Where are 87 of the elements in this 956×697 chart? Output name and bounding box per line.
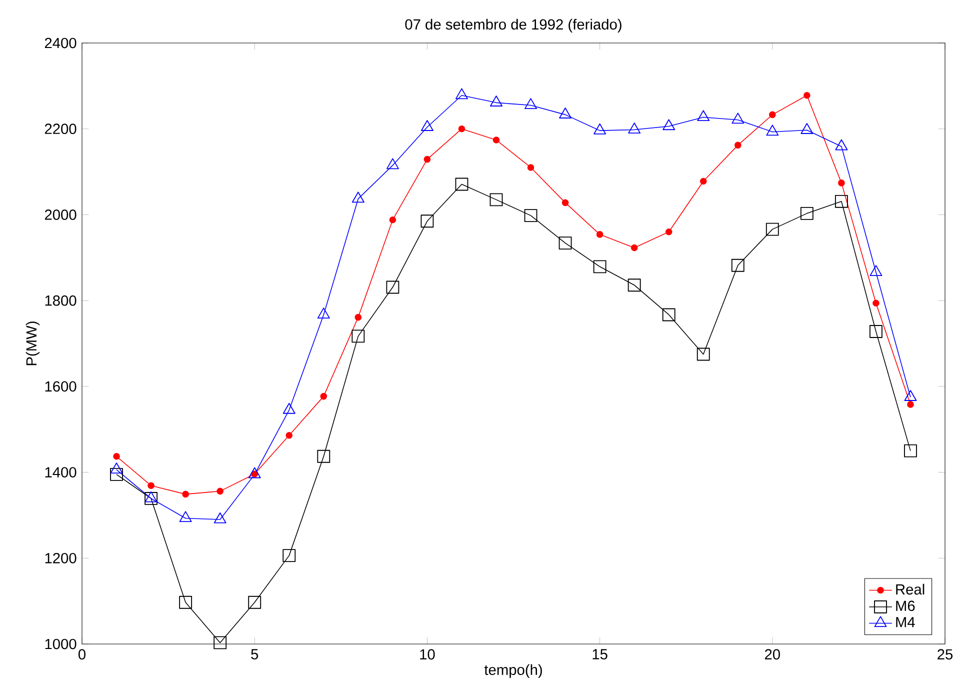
point [389, 216, 396, 224]
point [352, 330, 365, 343]
point [665, 228, 672, 236]
point [628, 122, 641, 134]
point [216, 488, 224, 495]
point [838, 180, 845, 186]
y-tick-label: 1000 [45, 638, 76, 650]
point [282, 549, 296, 562]
y-tick-label: 2400 [44, 38, 76, 48]
x-tick-label: 15 [592, 649, 608, 660]
y-axis-title: P(MW) [26, 322, 40, 366]
point [596, 231, 604, 238]
y-tick-label: 1600 [45, 381, 76, 392]
point [424, 156, 431, 163]
point [904, 444, 917, 458]
point [144, 492, 158, 505]
point [248, 596, 262, 609]
legend-label: M6 [896, 600, 915, 612]
x-axis-title: tempo(h) [484, 664, 542, 678]
point [766, 222, 779, 236]
point [420, 120, 434, 131]
x-tick-label: 0 [78, 649, 86, 660]
point [490, 96, 502, 106]
point [562, 199, 569, 206]
point [492, 136, 500, 144]
point [320, 392, 328, 400]
point [593, 260, 606, 274]
point [697, 110, 710, 122]
point [110, 462, 123, 474]
x-tick-label: 10 [420, 649, 435, 660]
legend-label: Real [896, 584, 924, 595]
point [734, 142, 742, 149]
point [179, 511, 192, 522]
point [870, 265, 882, 276]
point [696, 348, 710, 361]
point [559, 108, 572, 118]
point [630, 244, 638, 252]
point [455, 178, 468, 191]
point [386, 280, 400, 294]
point [872, 300, 880, 307]
point [352, 192, 364, 203]
chart-title: 07 de setembro de 1992 (feriado) [405, 18, 622, 33]
point [524, 98, 538, 110]
point [904, 390, 917, 401]
y-tick-label: 1800 [45, 295, 76, 306]
point [317, 308, 330, 319]
y-tick-label: 2200 [44, 124, 76, 134]
point [148, 482, 154, 489]
x-tick-label: 20 [764, 649, 780, 660]
point [354, 314, 362, 321]
y-tick-label: 1400 [45, 467, 76, 478]
point [835, 139, 848, 150]
point [386, 158, 399, 170]
point [420, 214, 434, 228]
point [700, 178, 707, 185]
point [524, 209, 538, 222]
point [182, 490, 189, 498]
point [769, 111, 776, 118]
y-tick-label: 1200 [45, 552, 76, 564]
point [527, 164, 534, 171]
point [731, 258, 744, 272]
y-tick-label: 2000 [44, 210, 76, 220]
point [594, 123, 606, 134]
point [870, 325, 882, 338]
point [732, 112, 744, 124]
point [179, 596, 192, 609]
x-tick-label: 5 [251, 649, 258, 660]
point [800, 206, 814, 220]
point [800, 123, 814, 134]
x-tick-label: 25 [938, 649, 953, 660]
point [113, 453, 120, 460]
point [662, 119, 676, 130]
point [907, 401, 914, 408]
point [662, 308, 676, 322]
point [455, 88, 468, 100]
point [558, 236, 572, 250]
point [110, 468, 123, 481]
point [214, 636, 227, 650]
point [286, 432, 293, 439]
point [490, 193, 503, 206]
point [834, 194, 848, 208]
point [766, 124, 779, 136]
point [317, 450, 330, 463]
point [458, 125, 466, 132]
point [804, 92, 810, 99]
point [628, 278, 641, 292]
legend-label: M4 [896, 617, 915, 628]
